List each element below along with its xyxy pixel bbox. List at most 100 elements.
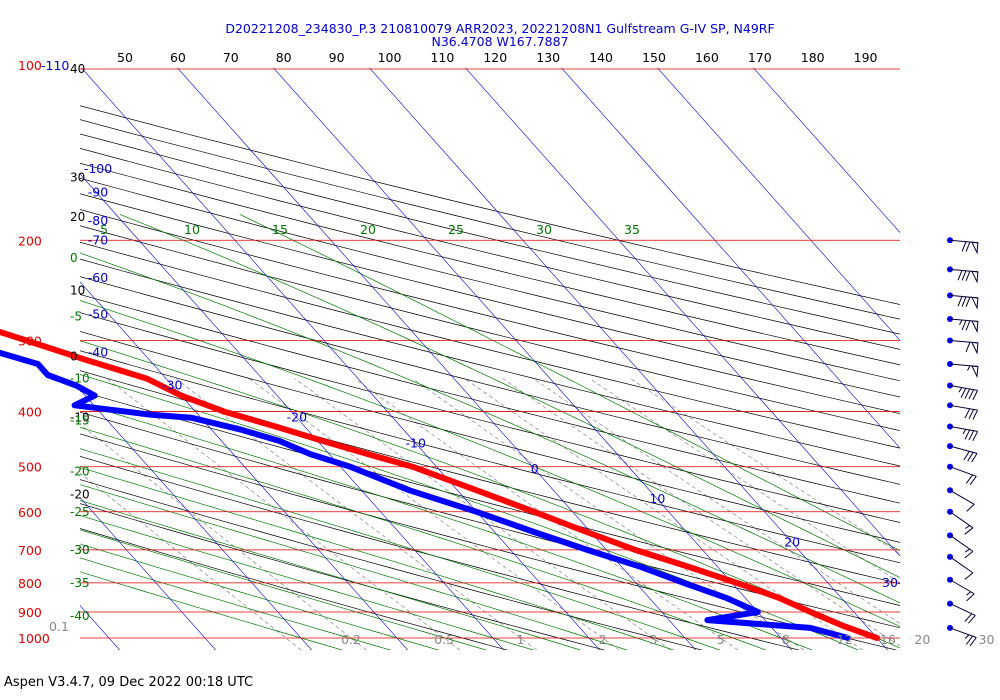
wind-barb	[947, 266, 979, 284]
wind-barb-pennant	[971, 270, 979, 284]
pressure-label: 200	[18, 233, 42, 248]
dry-adiabat	[80, 209, 900, 415]
pressure-label-suffix: -110	[41, 58, 69, 73]
wind-barb	[947, 237, 979, 255]
moist-adiabat	[80, 500, 581, 650]
wind-barb-flag	[964, 613, 973, 622]
theta-label: 100	[378, 50, 402, 65]
wind-barb	[947, 600, 976, 624]
dry-adiabat	[80, 411, 900, 629]
wind-barb	[947, 576, 975, 602]
wind-barb-pennant	[971, 241, 979, 255]
mixing-ratio-line	[589, 378, 900, 584]
moist-adiabat-label: -25	[70, 505, 90, 519]
mixing-ratio-label: 30	[979, 632, 995, 647]
moist-adiabat	[80, 484, 628, 650]
temp-axis-label: -20	[70, 488, 90, 502]
theta-label: 80	[276, 50, 292, 65]
wind-barb	[947, 315, 979, 334]
wind-barb-flag	[969, 637, 977, 647]
wind-barb-flag	[964, 527, 974, 535]
mixing-ratio-line	[294, 378, 671, 650]
moist-adiabat	[80, 252, 900, 604]
moist-adiabat-label: 20	[360, 222, 376, 237]
wind-barb-staff	[949, 404, 978, 411]
wind-barb-half-flag	[964, 525, 970, 529]
wind-barb	[947, 337, 979, 355]
dry-adiabat	[80, 147, 900, 350]
mixing-ratio-label: 12	[837, 632, 853, 647]
wind-barb-flag	[964, 388, 971, 399]
wind-barb-flag	[957, 296, 963, 307]
wind-barb-flag	[972, 390, 979, 400]
pressure-label: 800	[18, 576, 42, 591]
isotherm	[80, 389, 313, 650]
wind-barb	[947, 487, 975, 512]
isotherm	[369, 68, 889, 650]
moist-adiabat	[80, 543, 439, 650]
dry-adiabat	[80, 455, 800, 650]
theta-label: 180	[801, 50, 825, 65]
wind-barb-staff	[949, 385, 978, 391]
dry-adiabat	[80, 370, 900, 585]
moist-adiabat	[80, 571, 343, 650]
mixing-ratio-label: 0.1	[49, 619, 69, 634]
wind-barb-pennant	[971, 296, 979, 310]
grid-layer	[80, 68, 900, 650]
wind-barb-staff	[949, 534, 974, 552]
wind-barb-flag	[967, 452, 974, 462]
moist-adiabat	[80, 426, 767, 650]
wind-barb	[947, 463, 977, 485]
temp-axis-label: -30	[70, 543, 90, 557]
wind-barb-flag	[968, 430, 975, 441]
isotherm	[81, 68, 601, 650]
wind-barb-flag	[965, 635, 973, 645]
mixing-ratio-label: 5	[717, 632, 725, 647]
theta-label: 150	[642, 50, 666, 65]
moist-adiabat-label: 15	[272, 222, 288, 237]
dry-adiabat	[80, 479, 702, 650]
temp-axis-label: 30	[70, 170, 85, 184]
wind-barb-flag	[964, 408, 971, 419]
wind-barb-flag	[964, 429, 971, 440]
isotherm	[753, 68, 900, 233]
dry-adiabat	[80, 133, 900, 335]
wind-barb	[947, 423, 979, 441]
dry-adiabat	[80, 350, 900, 564]
moist-adiabat-label: -35	[70, 576, 90, 590]
isotherm-label: 0	[531, 461, 539, 476]
dry-adiabat	[80, 258, 900, 467]
moist-adiabat-label: 5	[100, 222, 108, 237]
isotherm-label: -10	[406, 435, 426, 450]
wind-barb-flag	[968, 409, 975, 420]
wind-barb-staff	[949, 556, 974, 574]
dry-adiabat	[80, 276, 900, 485]
theta-label: 130	[536, 50, 560, 65]
theta-label: 170	[748, 50, 772, 65]
dewpoint-profile	[0, 349, 852, 641]
pressure-label: 500	[18, 460, 42, 475]
wind-barb	[947, 532, 974, 559]
moist-adiabat-label: -30	[70, 543, 90, 557]
wind-barb-half-flag	[966, 591, 972, 596]
wind-barb-flag	[960, 388, 967, 398]
isotherm	[177, 68, 697, 650]
mixing-ratio-label: 1	[517, 632, 525, 647]
isotherm	[657, 68, 900, 341]
pressure-label: 900	[18, 605, 42, 620]
wind-barb-half-flag	[959, 319, 963, 326]
moist-adiabat-label: 30	[536, 222, 552, 237]
dry-adiabat	[80, 331, 900, 543]
dry-adiabat	[80, 105, 900, 305]
wind-barbs	[947, 237, 979, 647]
mixing-ratio-label: 0.5	[434, 632, 454, 647]
wind-barb-staff	[949, 627, 977, 638]
mixing-ratio-label: 3	[649, 632, 657, 647]
wind-barb-pennant	[971, 320, 979, 334]
moist-adiabat	[80, 448, 721, 650]
wind-barb	[947, 382, 979, 400]
wind-barb-staff	[949, 603, 976, 616]
wind-barb-flag	[972, 431, 979, 441]
